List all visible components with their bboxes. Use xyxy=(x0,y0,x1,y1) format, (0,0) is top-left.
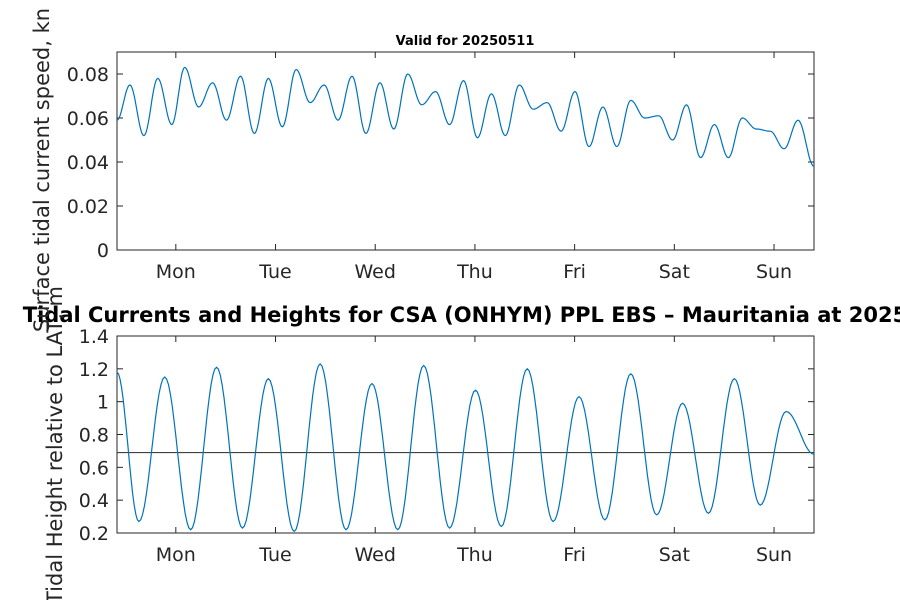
current-speed-chart-title: Valid for 20250511 xyxy=(396,34,535,49)
current-speed-y-axis-label: Surface tidal current speed, kn xyxy=(30,8,54,332)
tidal-height-x-tick-label: Wed xyxy=(355,544,396,566)
current-speed-y-tick-label: 0 xyxy=(97,240,109,262)
current-speed-x-tick-label: Sat xyxy=(659,261,690,283)
current-speed-x-tick-label: Tue xyxy=(258,261,291,283)
current-speed-x-ticks: Mon Tue Wed Thu Fri Sat Sun xyxy=(156,52,792,283)
tidal-height-chart: 0.2 0.4 0.6 0.8 1 1.2 1.4 Mon Tue Wed Thu Fri Sat Su… xyxy=(23,303,900,566)
current-speed-x-tick-label: Thu xyxy=(456,261,493,283)
current-speed-y-tick-label: 0.04 xyxy=(67,152,109,174)
tidal-height-x-tick-label: Thu xyxy=(456,544,493,566)
tidal-height-y-tick-label: 0.8 xyxy=(79,425,109,447)
current-speed-x-tick-label: Wed xyxy=(355,261,396,283)
tidal-height-y-tick-label: 0.4 xyxy=(79,490,109,512)
tidal-height-x-tick-label: Fri xyxy=(563,544,586,566)
current-speed-series-line xyxy=(116,66,815,167)
tidal-height-y-tick-label: 1.4 xyxy=(79,326,109,348)
current-speed-y-ticks: 0 0.02 0.04 0.06 0.08 xyxy=(67,64,814,262)
tidal-height-y-axis-label: Tidal Height relative to LAT, m xyxy=(43,286,67,600)
current-speed-x-tick-label: Sun xyxy=(756,261,792,283)
current-speed-chart: Valid for 20250511 0 0.02 0.04 0.06 0.08 Mon… xyxy=(67,34,815,283)
current-speed-y-tick-label: 0.02 xyxy=(67,196,109,218)
tidal-height-y-ticks: 0.2 0.4 0.6 0.8 1 1.2 1.4 xyxy=(79,326,814,545)
current-speed-y-tick-label: 0.08 xyxy=(67,64,109,86)
tidal-height-series-line xyxy=(116,362,815,533)
tidal-height-x-tick-label: Mon xyxy=(156,544,196,566)
current-speed-x-tick-label: Fri xyxy=(563,261,586,283)
tidal-height-y-tick-label: 0.6 xyxy=(79,457,109,479)
current-speed-y-tick-label: 0.06 xyxy=(67,108,109,130)
tidal-height-x-ticks: Mon Tue Wed Thu Fri Sat Sun xyxy=(156,336,792,566)
current-speed-axes xyxy=(116,51,815,251)
tidal-height-x-tick-label: Tue xyxy=(258,544,291,566)
tidal-height-x-tick-label: Sun xyxy=(756,544,792,566)
tidal-height-y-tick-label: 0.2 xyxy=(79,523,109,545)
current-speed-x-tick-label: Mon xyxy=(156,261,196,283)
tidal-height-x-tick-label: Sat xyxy=(659,544,690,566)
tidal-height-chart-title: Tidal Currents and Heights for CSA (ONHY… xyxy=(23,303,900,327)
tidal-height-y-tick-label: 1.2 xyxy=(79,359,109,381)
tidal-height-y-tick-label: 1 xyxy=(97,392,109,414)
